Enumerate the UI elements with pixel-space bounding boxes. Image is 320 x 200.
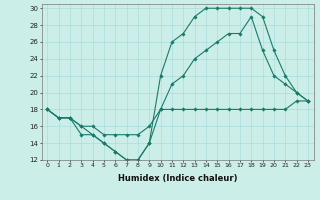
X-axis label: Humidex (Indice chaleur): Humidex (Indice chaleur) [118, 174, 237, 183]
